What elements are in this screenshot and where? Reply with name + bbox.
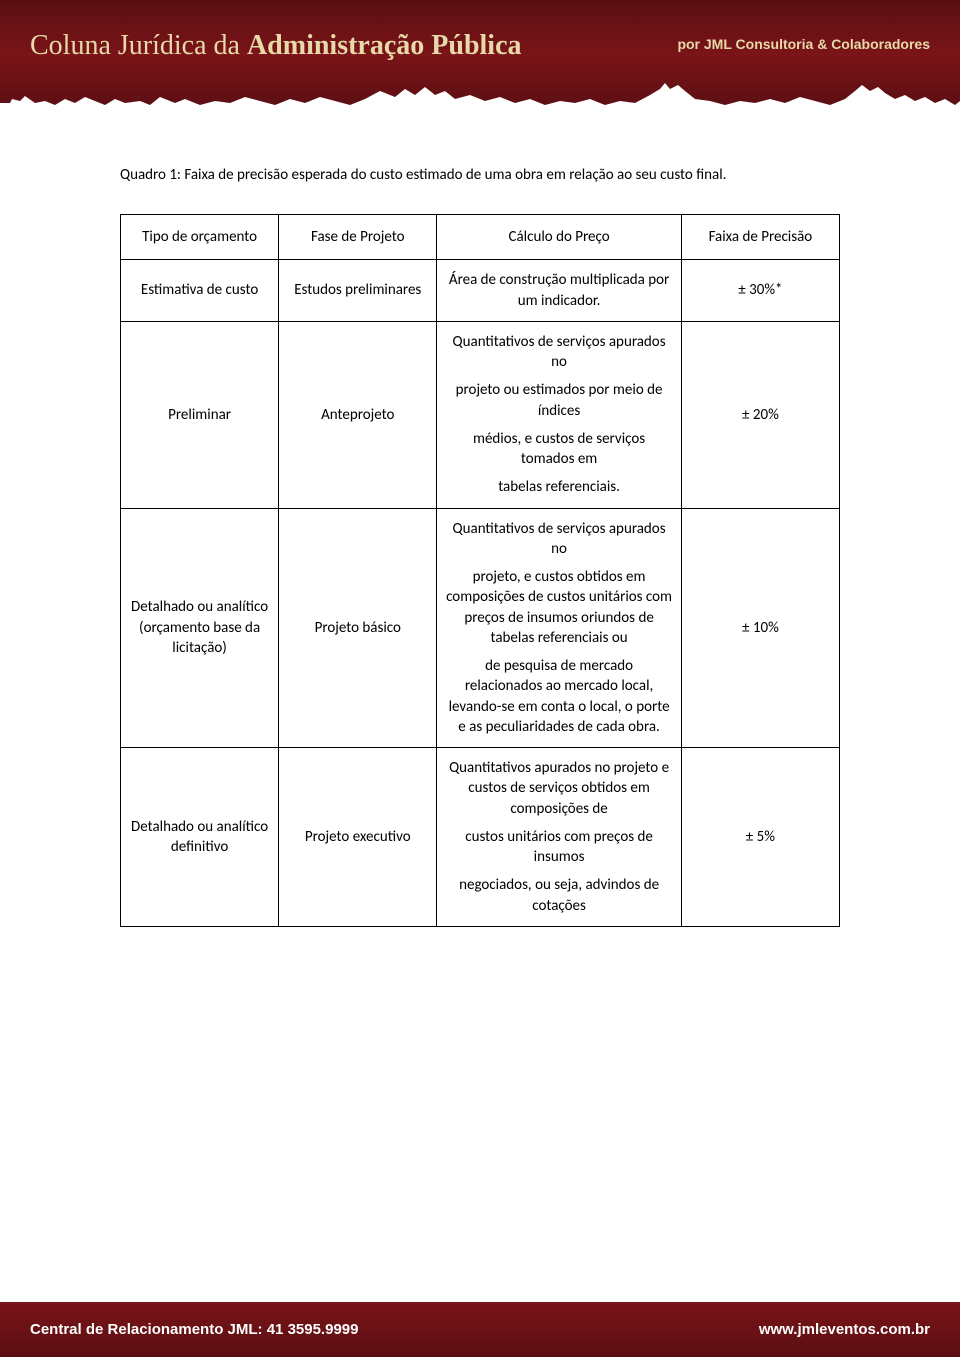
para-gap bbox=[445, 867, 672, 875]
calc-part: negociados, ou seja, advindos de cotaçõe… bbox=[459, 876, 659, 914]
cell-faixa: ± 5% bbox=[681, 748, 839, 927]
table-header-row: Tipo de orçamento Fase de Projeto Cálcul… bbox=[121, 215, 840, 260]
th-tipo: Tipo de orçamento bbox=[121, 215, 279, 260]
cell-calculo: Área de construção multiplicada por um i… bbox=[437, 260, 681, 322]
calc-part: médios, e custos de serviços tomados em bbox=[473, 430, 645, 468]
calc-part: tabelas referenciais. bbox=[498, 478, 620, 496]
th-faixa: Faixa de Precisão bbox=[681, 215, 839, 260]
footer-url: www.jmleventos.com.br bbox=[759, 1321, 930, 1338]
para-gap bbox=[445, 372, 672, 380]
cell-fase: Projeto básico bbox=[279, 508, 437, 748]
page-footer: Central de Relacionamento JML: 41 3595.9… bbox=[0, 1302, 960, 1357]
cell-faixa: ± 10% bbox=[681, 508, 839, 748]
skyline-silhouette-icon bbox=[0, 81, 960, 111]
footer-contact: Central de Relacionamento JML: 41 3595.9… bbox=[30, 1321, 358, 1338]
precision-table: Tipo de orçamento Fase de Projeto Cálcul… bbox=[120, 214, 840, 927]
calc-part: de pesquisa de mercado relacionados ao m… bbox=[449, 657, 670, 736]
cell-fase: Projeto executivo bbox=[279, 748, 437, 927]
cell-tipo: Preliminar bbox=[121, 321, 279, 508]
para-gap bbox=[445, 819, 672, 827]
cell-fase: Anteprojeto bbox=[279, 321, 437, 508]
header-byline: por JML Consultoria & Colaboradores bbox=[677, 36, 930, 52]
para-gap bbox=[445, 469, 672, 477]
cell-tipo: Estimativa de custo bbox=[121, 260, 279, 322]
cell-calculo: Quantitativos de serviços apurados no pr… bbox=[437, 321, 681, 508]
para-gap bbox=[445, 559, 672, 567]
calc-part: projeto, e custos obtidos em composições… bbox=[446, 568, 672, 647]
header-title-light: Coluna Jurídica da bbox=[30, 30, 247, 61]
cell-faixa: ± 20% bbox=[681, 321, 839, 508]
calc-part: Quantitativos de serviços apurados no bbox=[453, 520, 666, 558]
calc-part: Quantitativos apurados no projeto e cust… bbox=[449, 759, 669, 818]
table-row: Detalhado ou analítico (orçamento base d… bbox=[121, 508, 840, 748]
cell-tipo: Detalhado ou analítico definitivo bbox=[121, 748, 279, 927]
page-content: Quadro 1: Faixa de precisão esperada do … bbox=[0, 110, 960, 927]
cell-fase: Estudos preliminares bbox=[279, 260, 437, 322]
header-title: Coluna Jurídica da Administração Pública bbox=[30, 30, 522, 62]
calc-part: projeto ou estimados por meio de índices bbox=[456, 381, 663, 419]
table-row: Preliminar Anteprojeto Quantitativos de … bbox=[121, 321, 840, 508]
page-header: Coluna Jurídica da Administração Pública… bbox=[0, 0, 960, 110]
table-row: Detalhado ou analítico definitivo Projet… bbox=[121, 748, 840, 927]
cell-tipo: Detalhado ou analítico (orçamento base d… bbox=[121, 508, 279, 748]
cell-calculo: Quantitativos apurados no projeto e cust… bbox=[437, 748, 681, 927]
th-fase: Fase de Projeto bbox=[279, 215, 437, 260]
cell-calculo: Quantitativos de serviços apurados no pr… bbox=[437, 508, 681, 748]
para-gap bbox=[445, 648, 672, 656]
cell-faixa: ± 30%* bbox=[681, 260, 839, 322]
para-gap bbox=[445, 421, 672, 429]
th-calculo: Cálculo do Preço bbox=[437, 215, 681, 260]
header-title-bold: Administração Pública bbox=[247, 30, 522, 61]
table-row: Estimativa de custo Estudos preliminares… bbox=[121, 260, 840, 322]
calc-part: Quantitativos de serviços apurados no bbox=[453, 333, 666, 371]
calc-part: custos unitários com preços de insumos bbox=[465, 828, 653, 866]
table-caption: Quadro 1: Faixa de precisão esperada do … bbox=[120, 165, 840, 186]
